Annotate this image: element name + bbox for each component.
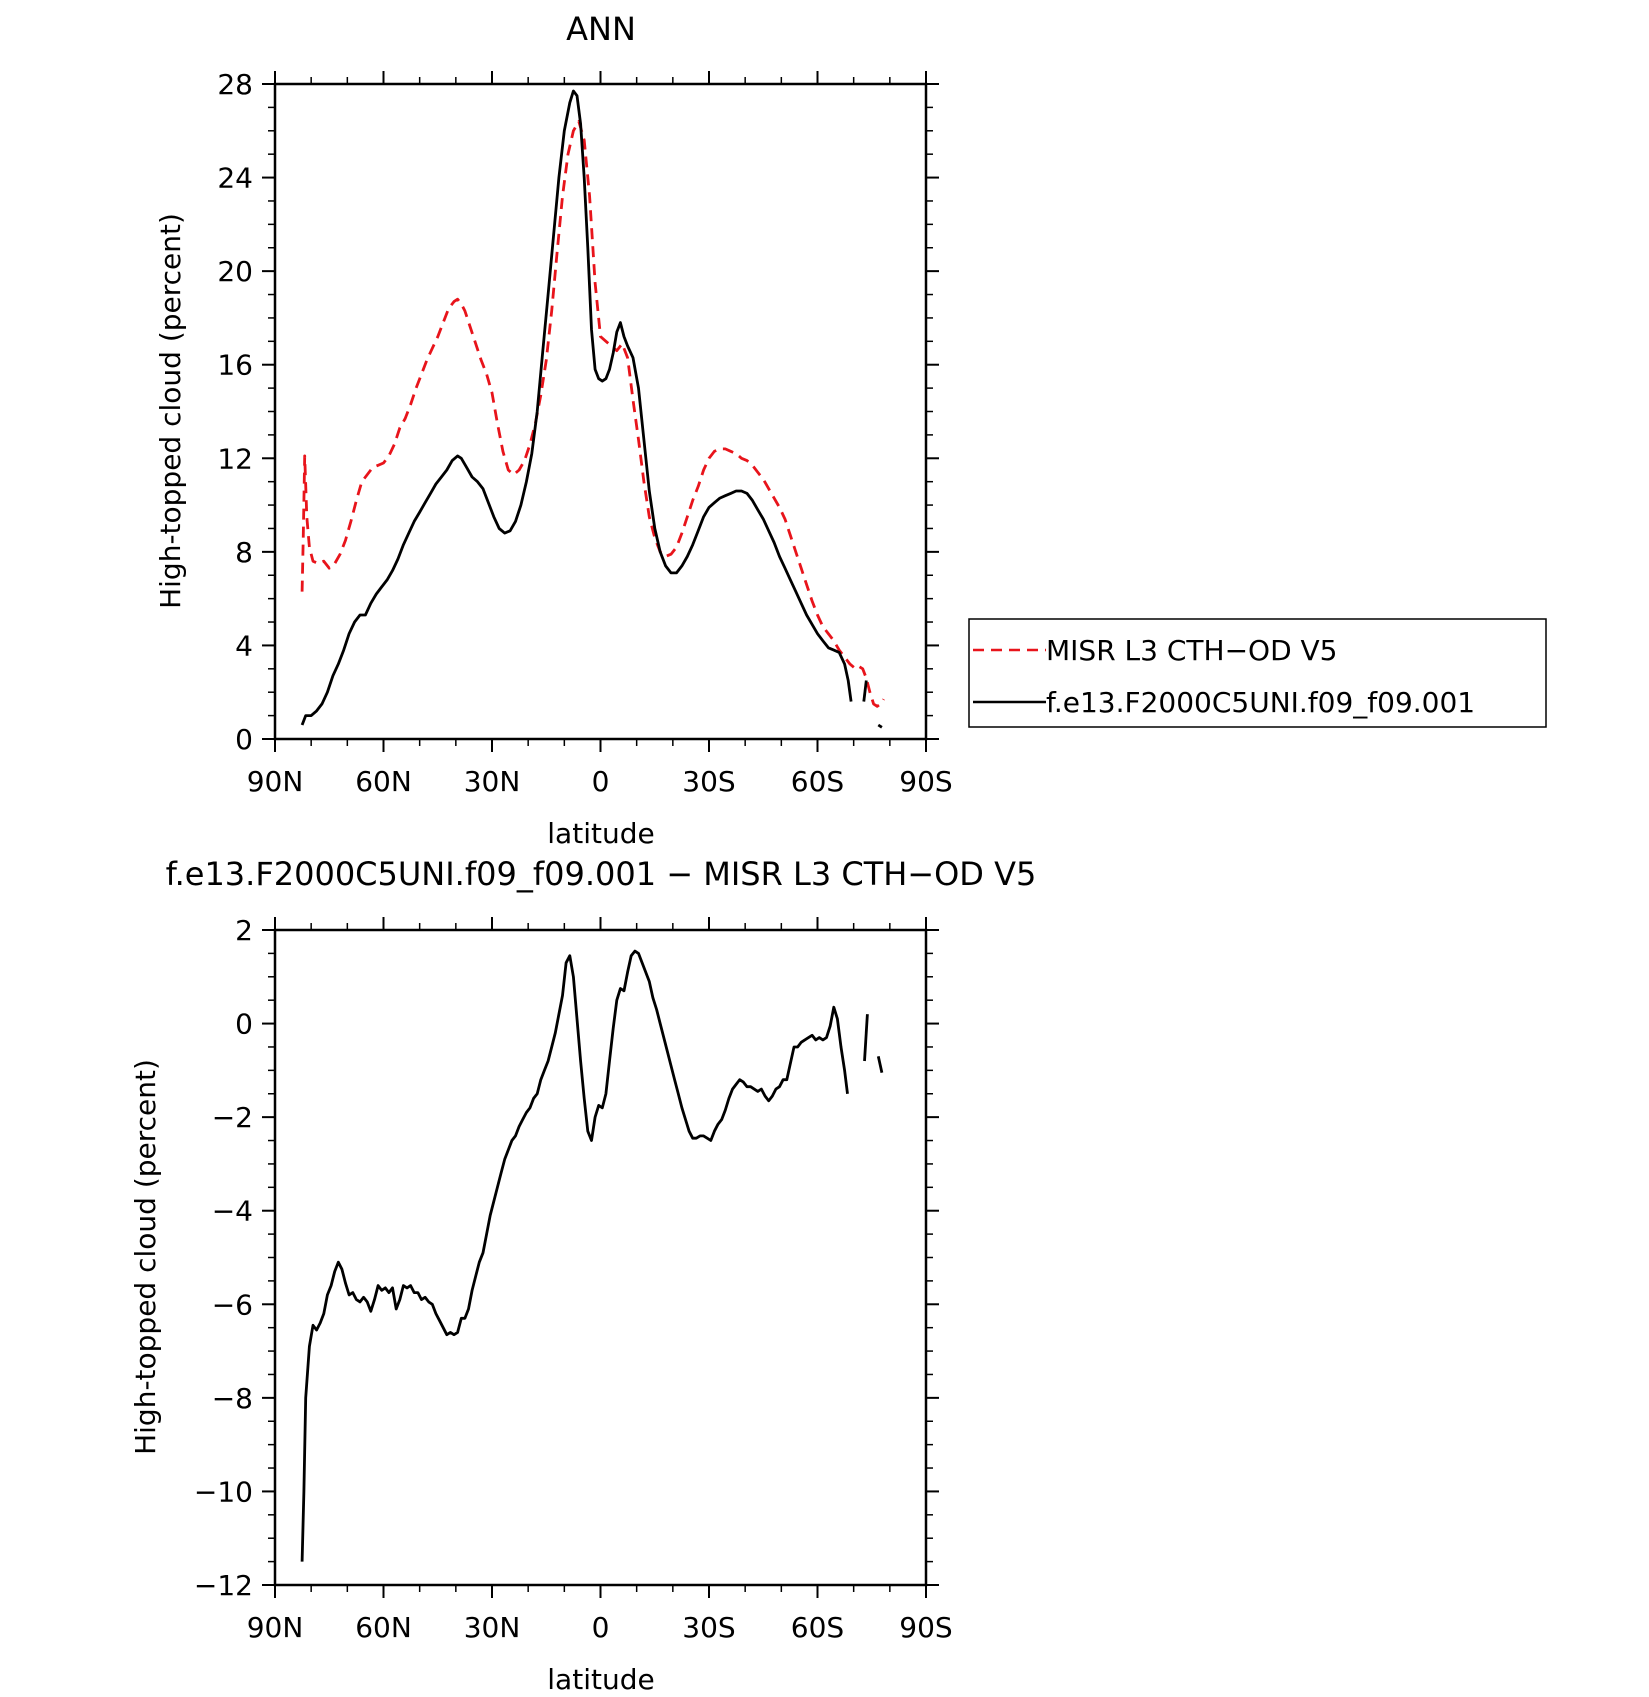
top-y-tick-label: 20 (217, 255, 253, 288)
top-series-1-line (300, 89, 853, 726)
bottom-y-tick-label: −12 (194, 1569, 253, 1602)
bottom-x-tick-label: 90S (899, 1611, 952, 1644)
top-panel-x-axis-label: latitude (547, 817, 654, 850)
top-y-tick-label: 16 (217, 349, 253, 382)
top-y-tick-label: 12 (217, 442, 253, 475)
legend-frame (968, 618, 1547, 728)
top-x-tick-label: 90N (247, 765, 304, 798)
bottom-x-tick-label: 0 (592, 1611, 610, 1644)
top-panel-series (300, 89, 885, 729)
legend: MISR L3 CTH−OD V5 f.e13.F2000C5UNI.f09_f… (968, 618, 1547, 728)
bottom-series-0-line (863, 1014, 869, 1062)
top-y-tick-label: 0 (235, 723, 253, 756)
legend-entry-model: f.e13.F2000C5UNI.f09_f09.001 (1046, 686, 1475, 719)
bottom-y-tick-label: 2 (235, 914, 253, 947)
bottom-panel-frame (273, 928, 928, 1587)
top-y-tick-label: 4 (235, 629, 253, 662)
top-x-tick-label: 60S (791, 765, 844, 798)
top-x-tick-label: 90S (899, 765, 952, 798)
top-series-0-line (300, 120, 885, 708)
bottom-y-tick-label: 0 (235, 1008, 253, 1041)
top-x-tick-label: 30N (464, 765, 521, 798)
bottom-panel-y-axis-label: High-topped cloud (percent) (129, 1059, 162, 1455)
bottom-x-tick-label: 30N (464, 1611, 521, 1644)
top-y-tick-label: 24 (217, 162, 253, 195)
bottom-panel-x-axis-label: latitude (547, 1663, 654, 1696)
legend-entry-misr: MISR L3 CTH−OD V5 (1046, 634, 1338, 667)
top-series-1-line (862, 680, 868, 702)
top-panel-axes: 0 4 8 12 16 20 24 28 90N 60N 30N 0 30S 60S 90S (217, 68, 952, 798)
top-series-1-line (877, 723, 883, 729)
top-x-tick-label: 30S (682, 765, 735, 798)
bottom-series-0-line (876, 1055, 884, 1074)
top-panel-y-axis-label: High-topped cloud (percent) (154, 213, 187, 609)
bottom-y-tick-label: −10 (194, 1475, 253, 1508)
bottom-y-tick-label: −4 (212, 1195, 253, 1228)
top-x-tick-label: 0 (592, 765, 610, 798)
bottom-y-tick-label: −6 (212, 1288, 253, 1321)
top-x-tick-label: 60N (355, 765, 412, 798)
bottom-panel: f.e13.F2000C5UNI.f09_f09.001 − MISR L3 C… (129, 855, 1036, 1696)
bottom-series-0-line (300, 949, 849, 1562)
bottom-y-tick-label: −8 (212, 1382, 253, 1415)
top-panel-frame (273, 82, 928, 741)
bottom-x-tick-label: 60S (791, 1611, 844, 1644)
bottom-x-tick-label: 90N (247, 1611, 304, 1644)
bottom-x-tick-label: 30S (682, 1611, 735, 1644)
top-y-tick-label: 28 (217, 68, 253, 101)
bottom-y-tick-label: −2 (212, 1101, 253, 1134)
top-panel: ANN 0 4 8 12 16 20 24 28 90N 60N 30N 0 30S 60S 90S lat… (154, 10, 953, 850)
bottom-panel-series (300, 949, 884, 1562)
top-y-tick-label: 8 (235, 536, 253, 569)
top-panel-title: ANN (566, 10, 636, 48)
bottom-panel-title: f.e13.F2000C5UNI.f09_f09.001 − MISR L3 C… (166, 855, 1037, 893)
bottom-panel-axes: 2 0 −2 −4 −6 −8 −10 −12 90N 60N 30N 0 30S 60S 90S (194, 914, 953, 1644)
bottom-x-tick-label: 60N (355, 1611, 412, 1644)
